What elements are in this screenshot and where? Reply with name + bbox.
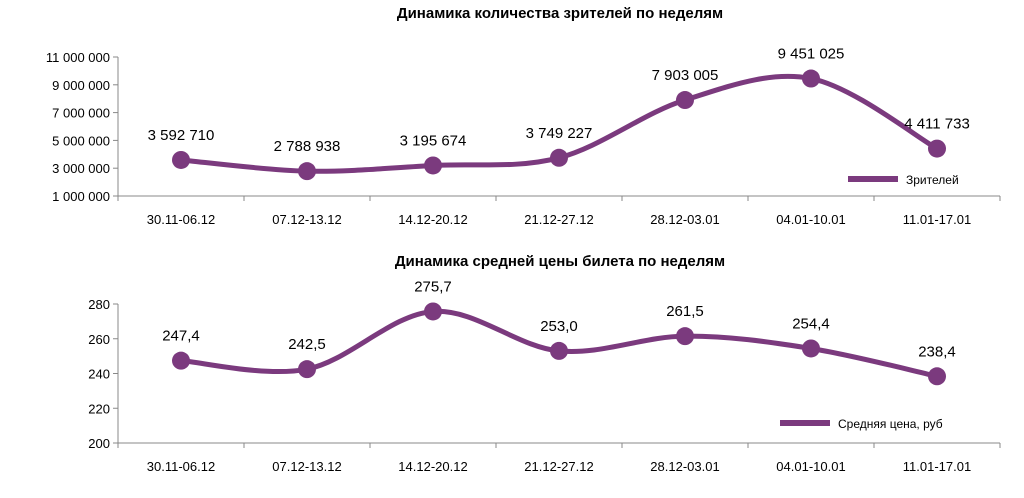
data-label: 3 195 674 [400, 132, 467, 149]
y-tick-label: 1 000 000 [52, 189, 110, 204]
x-tick-label: 07.12-13.12 [272, 212, 341, 227]
x-tick-label: 30.11-06.12 [147, 459, 215, 474]
data-label: 247,4 [162, 328, 200, 345]
data-label: 3 592 710 [148, 127, 215, 144]
chart-title: Динамика количества зрителей по неделям [397, 5, 723, 22]
y-tick-label: 260 [88, 332, 110, 347]
x-tick-label: 04.01-10.01 [776, 212, 845, 227]
y-tick-label: 5 000 000 [52, 133, 110, 148]
data-label: 238,4 [918, 343, 956, 360]
data-label: 254,4 [792, 315, 830, 332]
data-point [928, 139, 946, 158]
x-tick-label: 14.12-20.12 [398, 459, 467, 474]
y-tick-label: 280 [88, 297, 110, 312]
legend-swatch [848, 176, 898, 182]
data-point [298, 162, 316, 181]
data-point [172, 150, 190, 169]
y-tick-label: 240 [88, 367, 110, 382]
data-point [550, 148, 568, 167]
data-point [550, 341, 568, 360]
x-tick-label: 28.12-03.01 [650, 459, 719, 474]
y-tick-label: 200 [88, 436, 110, 451]
x-tick-label: 21.12-27.12 [524, 212, 593, 227]
data-point [298, 360, 316, 379]
x-tick-label: 11.01-17.01 [903, 212, 971, 227]
x-tick-label: 11.01-17.01 [903, 459, 971, 474]
data-point [676, 327, 694, 346]
data-label: 9 451 025 [778, 46, 845, 63]
data-point [172, 351, 190, 370]
y-tick-label: 7 000 000 [52, 106, 110, 121]
data-label: 242,5 [288, 336, 326, 353]
data-label: 253,0 [540, 318, 578, 335]
x-tick-label: 04.01-10.01 [776, 459, 845, 474]
data-point [928, 367, 946, 386]
data-label: 3 749 227 [526, 125, 593, 142]
y-tick-label: 220 [88, 401, 110, 416]
data-label: 4 411 733 [904, 116, 970, 133]
data-point [802, 339, 820, 358]
x-tick-label: 28.12-03.01 [650, 212, 719, 227]
y-tick-label: 9 000 000 [52, 78, 110, 93]
data-point [802, 69, 820, 88]
data-label: 275,7 [414, 278, 452, 295]
x-tick-label: 14.12-20.12 [398, 212, 467, 227]
data-point [424, 302, 442, 321]
legend-swatch [780, 420, 830, 426]
data-label: 7 903 005 [652, 67, 719, 84]
x-tick-label: 21.12-27.12 [524, 459, 593, 474]
data-label: 2 788 938 [274, 138, 341, 155]
data-point [676, 91, 694, 110]
data-label: 261,5 [666, 303, 704, 320]
data-point [424, 156, 442, 175]
chart-title: Динамика средней цены билета по неделям [395, 253, 725, 270]
y-tick-label: 11 000 000 [46, 50, 110, 65]
x-tick-label: 30.11-06.12 [147, 212, 215, 227]
legend-label: Средняя цена, руб [838, 417, 943, 431]
y-tick-label: 3 000 000 [52, 161, 110, 176]
legend-label: Зрителей [906, 173, 959, 187]
x-tick-label: 07.12-13.12 [272, 459, 341, 474]
